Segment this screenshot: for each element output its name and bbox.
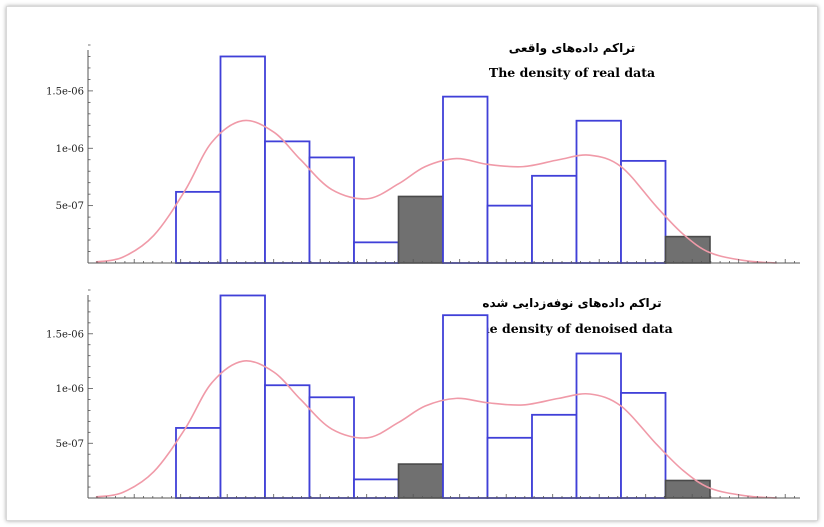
chart-title-english: The density of real data	[489, 65, 655, 80]
histogram-bar	[575, 352, 622, 499]
y-tick-label: 1e-06	[56, 144, 84, 155]
histogram-bar	[308, 396, 355, 499]
histogram-bar	[397, 195, 444, 264]
panel-real-data: تراکم داده‌های واقعی The density of real…	[46, 41, 800, 264]
density-curve	[95, 119, 777, 264]
histogram-bar	[620, 392, 667, 499]
histogram-bar	[264, 140, 311, 264]
y-tick-label: 1.5e-06	[46, 329, 84, 340]
chart-title-english: The density of denoised data	[471, 321, 672, 336]
histogram-bar	[620, 159, 667, 264]
histogram-bar	[308, 156, 355, 264]
histogram-bar	[175, 427, 222, 499]
histogram-bar	[531, 413, 578, 499]
chart-title-persian: تراکم داده‌های واقعی	[509, 41, 636, 56]
panel-denoised-data: تراکم داده‌های نوفه‌زدایی شده The densit…	[46, 289, 800, 499]
histogram-bar	[353, 478, 400, 499]
histogram-bar	[353, 241, 400, 264]
histogram-bar	[575, 119, 622, 264]
histogram-bar	[442, 95, 489, 264]
chart-title-persian: تراکم داده‌های نوفه‌زدایی شده	[482, 296, 661, 311]
y-tick-label: 1.5e-06	[46, 86, 84, 97]
histogram-bar	[486, 204, 533, 264]
histogram-bar	[175, 190, 222, 264]
histogram-bar	[531, 174, 578, 264]
y-tick-label: 5e-07	[56, 439, 84, 450]
histogram-bar	[486, 436, 533, 499]
histogram-bar	[219, 55, 266, 264]
histogram-bar	[397, 463, 444, 499]
histogram-bar	[442, 314, 489, 499]
y-tick-label: 5e-07	[56, 201, 84, 212]
density-curve	[95, 360, 777, 499]
histogram-bar	[664, 479, 711, 499]
y-tick-label: 1e-06	[56, 384, 84, 395]
histogram-bar	[219, 294, 266, 499]
